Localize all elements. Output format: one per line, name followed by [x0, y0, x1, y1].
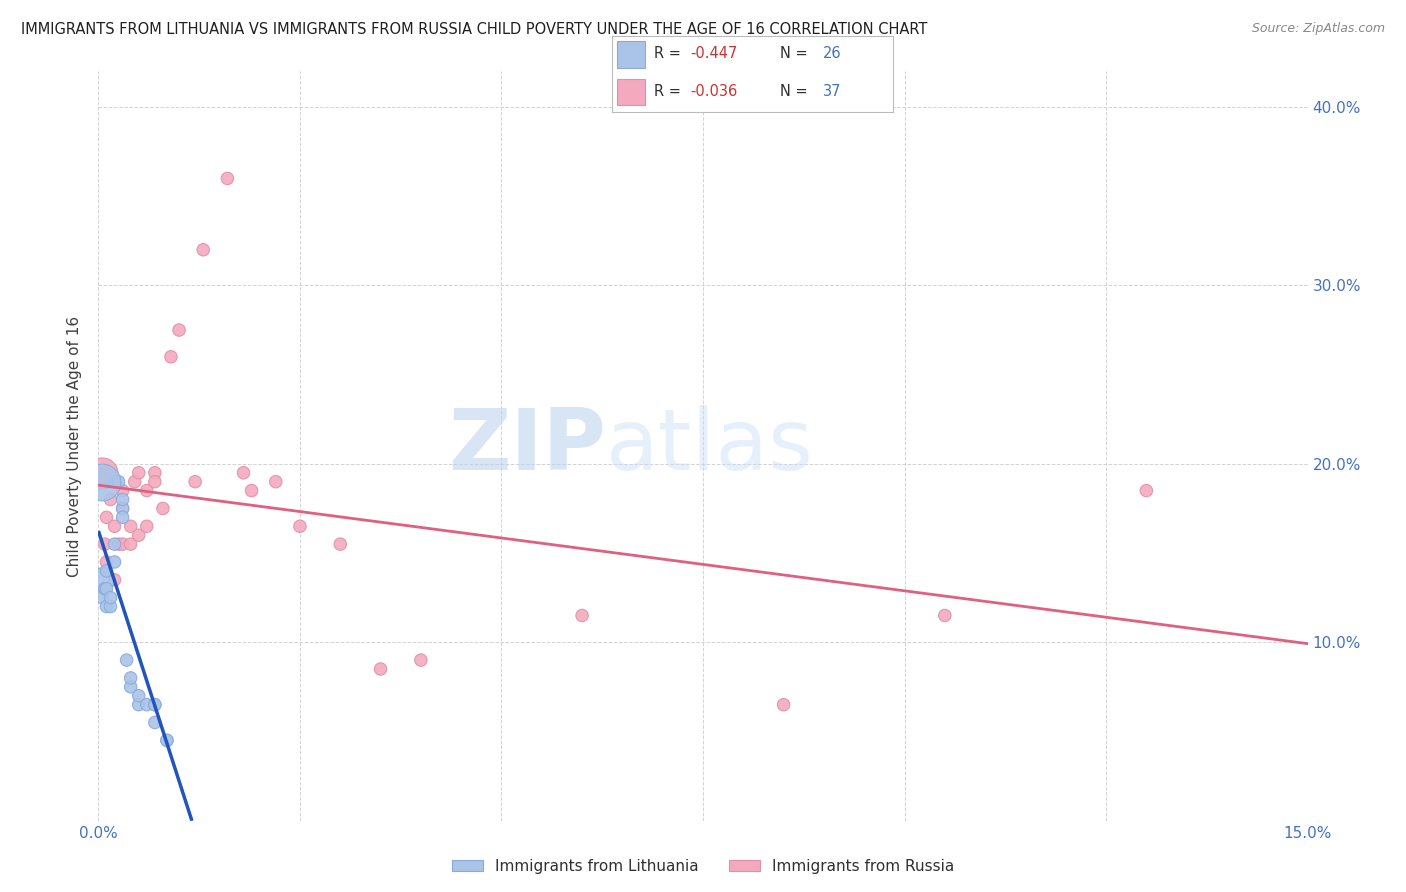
- Point: [111, 537, 134, 551]
- Point: [143, 466, 166, 480]
- Point: [120, 537, 142, 551]
- Point: [94, 537, 117, 551]
- Point: [96, 564, 118, 578]
- Point: [107, 537, 129, 551]
- Point: [103, 555, 125, 569]
- Point: [167, 323, 190, 337]
- Point: [100, 492, 122, 507]
- Point: [91, 466, 114, 480]
- Text: 26: 26: [823, 46, 841, 62]
- Y-axis label: Child Poverty Under the Age of 16: Child Poverty Under the Age of 16: [67, 316, 83, 576]
- Point: [96, 555, 118, 569]
- Point: [111, 501, 134, 516]
- Point: [156, 733, 179, 747]
- Point: [370, 662, 392, 676]
- Text: 37: 37: [823, 84, 841, 99]
- Point: [184, 475, 207, 489]
- Point: [160, 350, 183, 364]
- Point: [103, 519, 125, 533]
- Point: [143, 698, 166, 712]
- Point: [91, 573, 114, 587]
- Point: [288, 519, 311, 533]
- Point: [409, 653, 432, 667]
- Text: -0.447: -0.447: [690, 46, 738, 62]
- Point: [100, 599, 122, 614]
- Point: [329, 537, 352, 551]
- Point: [107, 475, 129, 489]
- Point: [135, 519, 157, 533]
- Point: [128, 689, 150, 703]
- Point: [124, 475, 146, 489]
- Text: IMMIGRANTS FROM LITHUANIA VS IMMIGRANTS FROM RUSSIA CHILD POVERTY UNDER THE AGE : IMMIGRANTS FROM LITHUANIA VS IMMIGRANTS …: [21, 22, 928, 37]
- Point: [128, 466, 150, 480]
- Point: [91, 475, 114, 489]
- Text: R =: R =: [654, 84, 685, 99]
- Point: [156, 733, 179, 747]
- Point: [1135, 483, 1157, 498]
- Point: [111, 501, 134, 516]
- Point: [143, 715, 166, 730]
- Point: [120, 519, 142, 533]
- Point: [217, 171, 239, 186]
- Point: [135, 698, 157, 712]
- Text: Source: ZipAtlas.com: Source: ZipAtlas.com: [1251, 22, 1385, 36]
- Point: [103, 573, 125, 587]
- Point: [103, 537, 125, 551]
- Point: [128, 698, 150, 712]
- Point: [111, 483, 134, 498]
- Point: [103, 475, 125, 489]
- Point: [143, 475, 166, 489]
- Point: [96, 599, 118, 614]
- Point: [120, 680, 142, 694]
- Point: [115, 653, 138, 667]
- Point: [111, 492, 134, 507]
- Point: [96, 582, 118, 596]
- Point: [934, 608, 956, 623]
- Text: R =: R =: [654, 46, 685, 62]
- Point: [264, 475, 287, 489]
- Bar: [617, 41, 645, 68]
- Text: N =: N =: [780, 84, 813, 99]
- Legend: Immigrants from Lithuania, Immigrants from Russia: Immigrants from Lithuania, Immigrants fr…: [446, 853, 960, 880]
- Text: N =: N =: [780, 46, 813, 62]
- Point: [152, 501, 174, 516]
- Point: [240, 483, 263, 498]
- Point: [91, 591, 114, 605]
- Text: atlas: atlas: [606, 404, 814, 488]
- Point: [232, 466, 254, 480]
- Point: [193, 243, 215, 257]
- Point: [94, 582, 117, 596]
- Point: [96, 510, 118, 524]
- Point: [135, 483, 157, 498]
- Point: [128, 528, 150, 542]
- Point: [143, 698, 166, 712]
- Text: -0.036: -0.036: [690, 84, 738, 99]
- Text: ZIP: ZIP: [449, 404, 606, 488]
- Point: [772, 698, 794, 712]
- Point: [120, 671, 142, 685]
- Point: [571, 608, 593, 623]
- Point: [111, 510, 134, 524]
- Point: [100, 591, 122, 605]
- Bar: [617, 78, 645, 105]
- Point: [91, 466, 114, 480]
